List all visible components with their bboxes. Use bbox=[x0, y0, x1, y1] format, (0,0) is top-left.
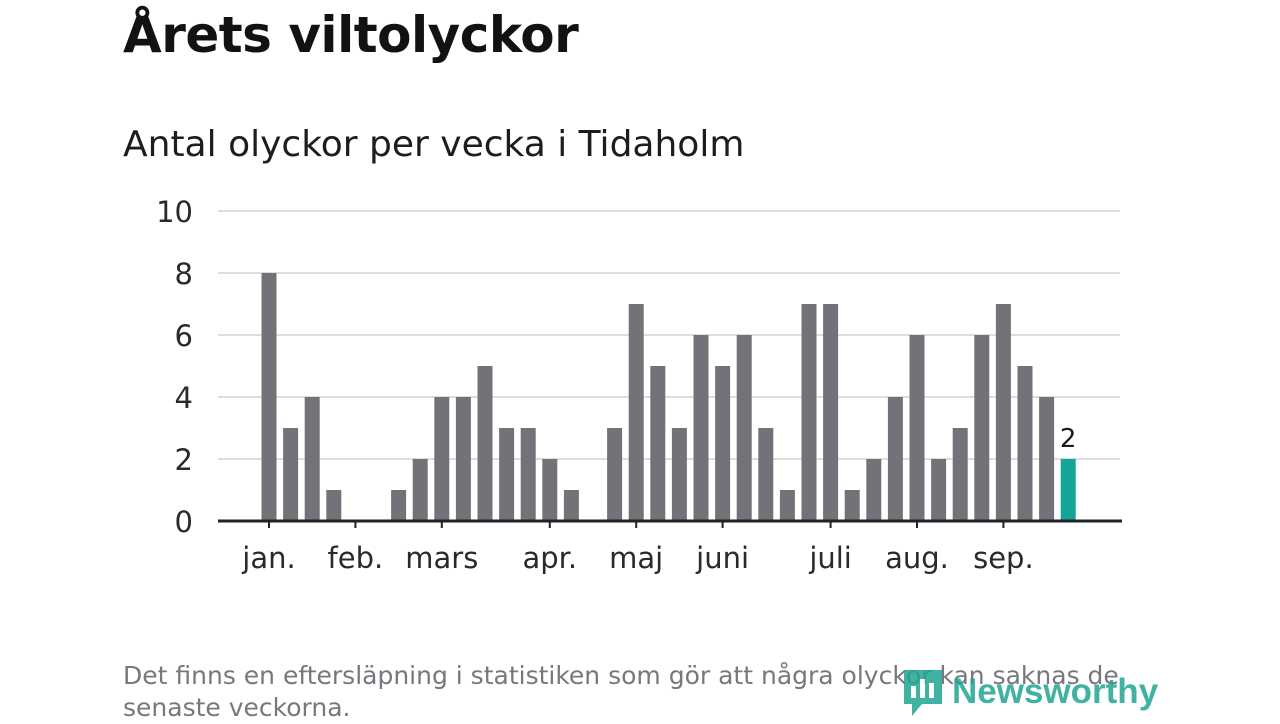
newsworthy-logo-text: Newsworthy bbox=[952, 672, 1159, 711]
bar bbox=[391, 490, 407, 521]
bar bbox=[974, 335, 990, 521]
bar bbox=[283, 428, 299, 521]
bar bbox=[715, 366, 731, 521]
bar bbox=[736, 335, 752, 521]
chart-subtitle: Antal olyckor per vecka i Tidaholm bbox=[123, 124, 745, 165]
x-tick-label: apr. bbox=[522, 541, 577, 575]
bar bbox=[499, 428, 515, 521]
newsworthy-logo: Newsworthy bbox=[900, 666, 1158, 718]
x-tick-label: sep. bbox=[973, 541, 1034, 575]
bar bbox=[434, 397, 450, 521]
x-tick-label: juni bbox=[695, 541, 749, 575]
newsworthy-logo-icon bbox=[904, 670, 942, 716]
bar bbox=[801, 304, 817, 521]
bar bbox=[261, 273, 277, 521]
bar bbox=[693, 335, 709, 521]
bar-chart: 0 2 4 6 8 10 2 jan. feb. mars apr. maj juni juli aug. s… bbox=[156, 195, 1122, 575]
x-tick-label: feb. bbox=[328, 541, 384, 575]
bar bbox=[671, 428, 687, 521]
y-tick-label: 0 bbox=[175, 505, 193, 539]
bar bbox=[995, 304, 1011, 521]
bar bbox=[650, 366, 666, 521]
y-tick-label: 8 bbox=[175, 257, 193, 291]
bar bbox=[412, 459, 428, 521]
x-tick-label: maj bbox=[609, 541, 663, 575]
x-tick-label: jan. bbox=[241, 541, 295, 575]
data-label: 2 bbox=[1060, 424, 1077, 454]
bar bbox=[563, 490, 579, 521]
y-tick-label: 2 bbox=[175, 443, 193, 477]
bar bbox=[909, 335, 925, 521]
x-tick-label: juli bbox=[808, 541, 852, 575]
bar bbox=[304, 397, 320, 521]
bar bbox=[455, 397, 471, 521]
bar bbox=[866, 459, 882, 521]
bar bbox=[607, 428, 623, 521]
chart-title: Årets viltolyckor bbox=[123, 6, 579, 64]
bar bbox=[779, 490, 795, 521]
bar bbox=[520, 428, 536, 521]
x-tick-label: mars bbox=[405, 541, 478, 575]
bar bbox=[477, 366, 493, 521]
bar bbox=[931, 459, 947, 521]
bar bbox=[887, 397, 903, 521]
x-tick-label: aug. bbox=[885, 541, 949, 575]
bar bbox=[823, 304, 839, 521]
y-tick-label: 4 bbox=[175, 381, 193, 415]
bar bbox=[1039, 397, 1055, 521]
bar bbox=[952, 428, 968, 521]
bar bbox=[844, 490, 860, 521]
y-tick-label: 10 bbox=[156, 195, 193, 229]
footnote: Det finns en eftersläpning i statistiken… bbox=[123, 661, 1119, 722]
bar-highlight bbox=[1060, 459, 1076, 521]
bar bbox=[542, 459, 558, 521]
bar bbox=[758, 428, 774, 521]
bar bbox=[628, 304, 644, 521]
bar bbox=[1017, 366, 1033, 521]
bar bbox=[326, 490, 342, 521]
y-tick-label: 6 bbox=[175, 319, 193, 353]
